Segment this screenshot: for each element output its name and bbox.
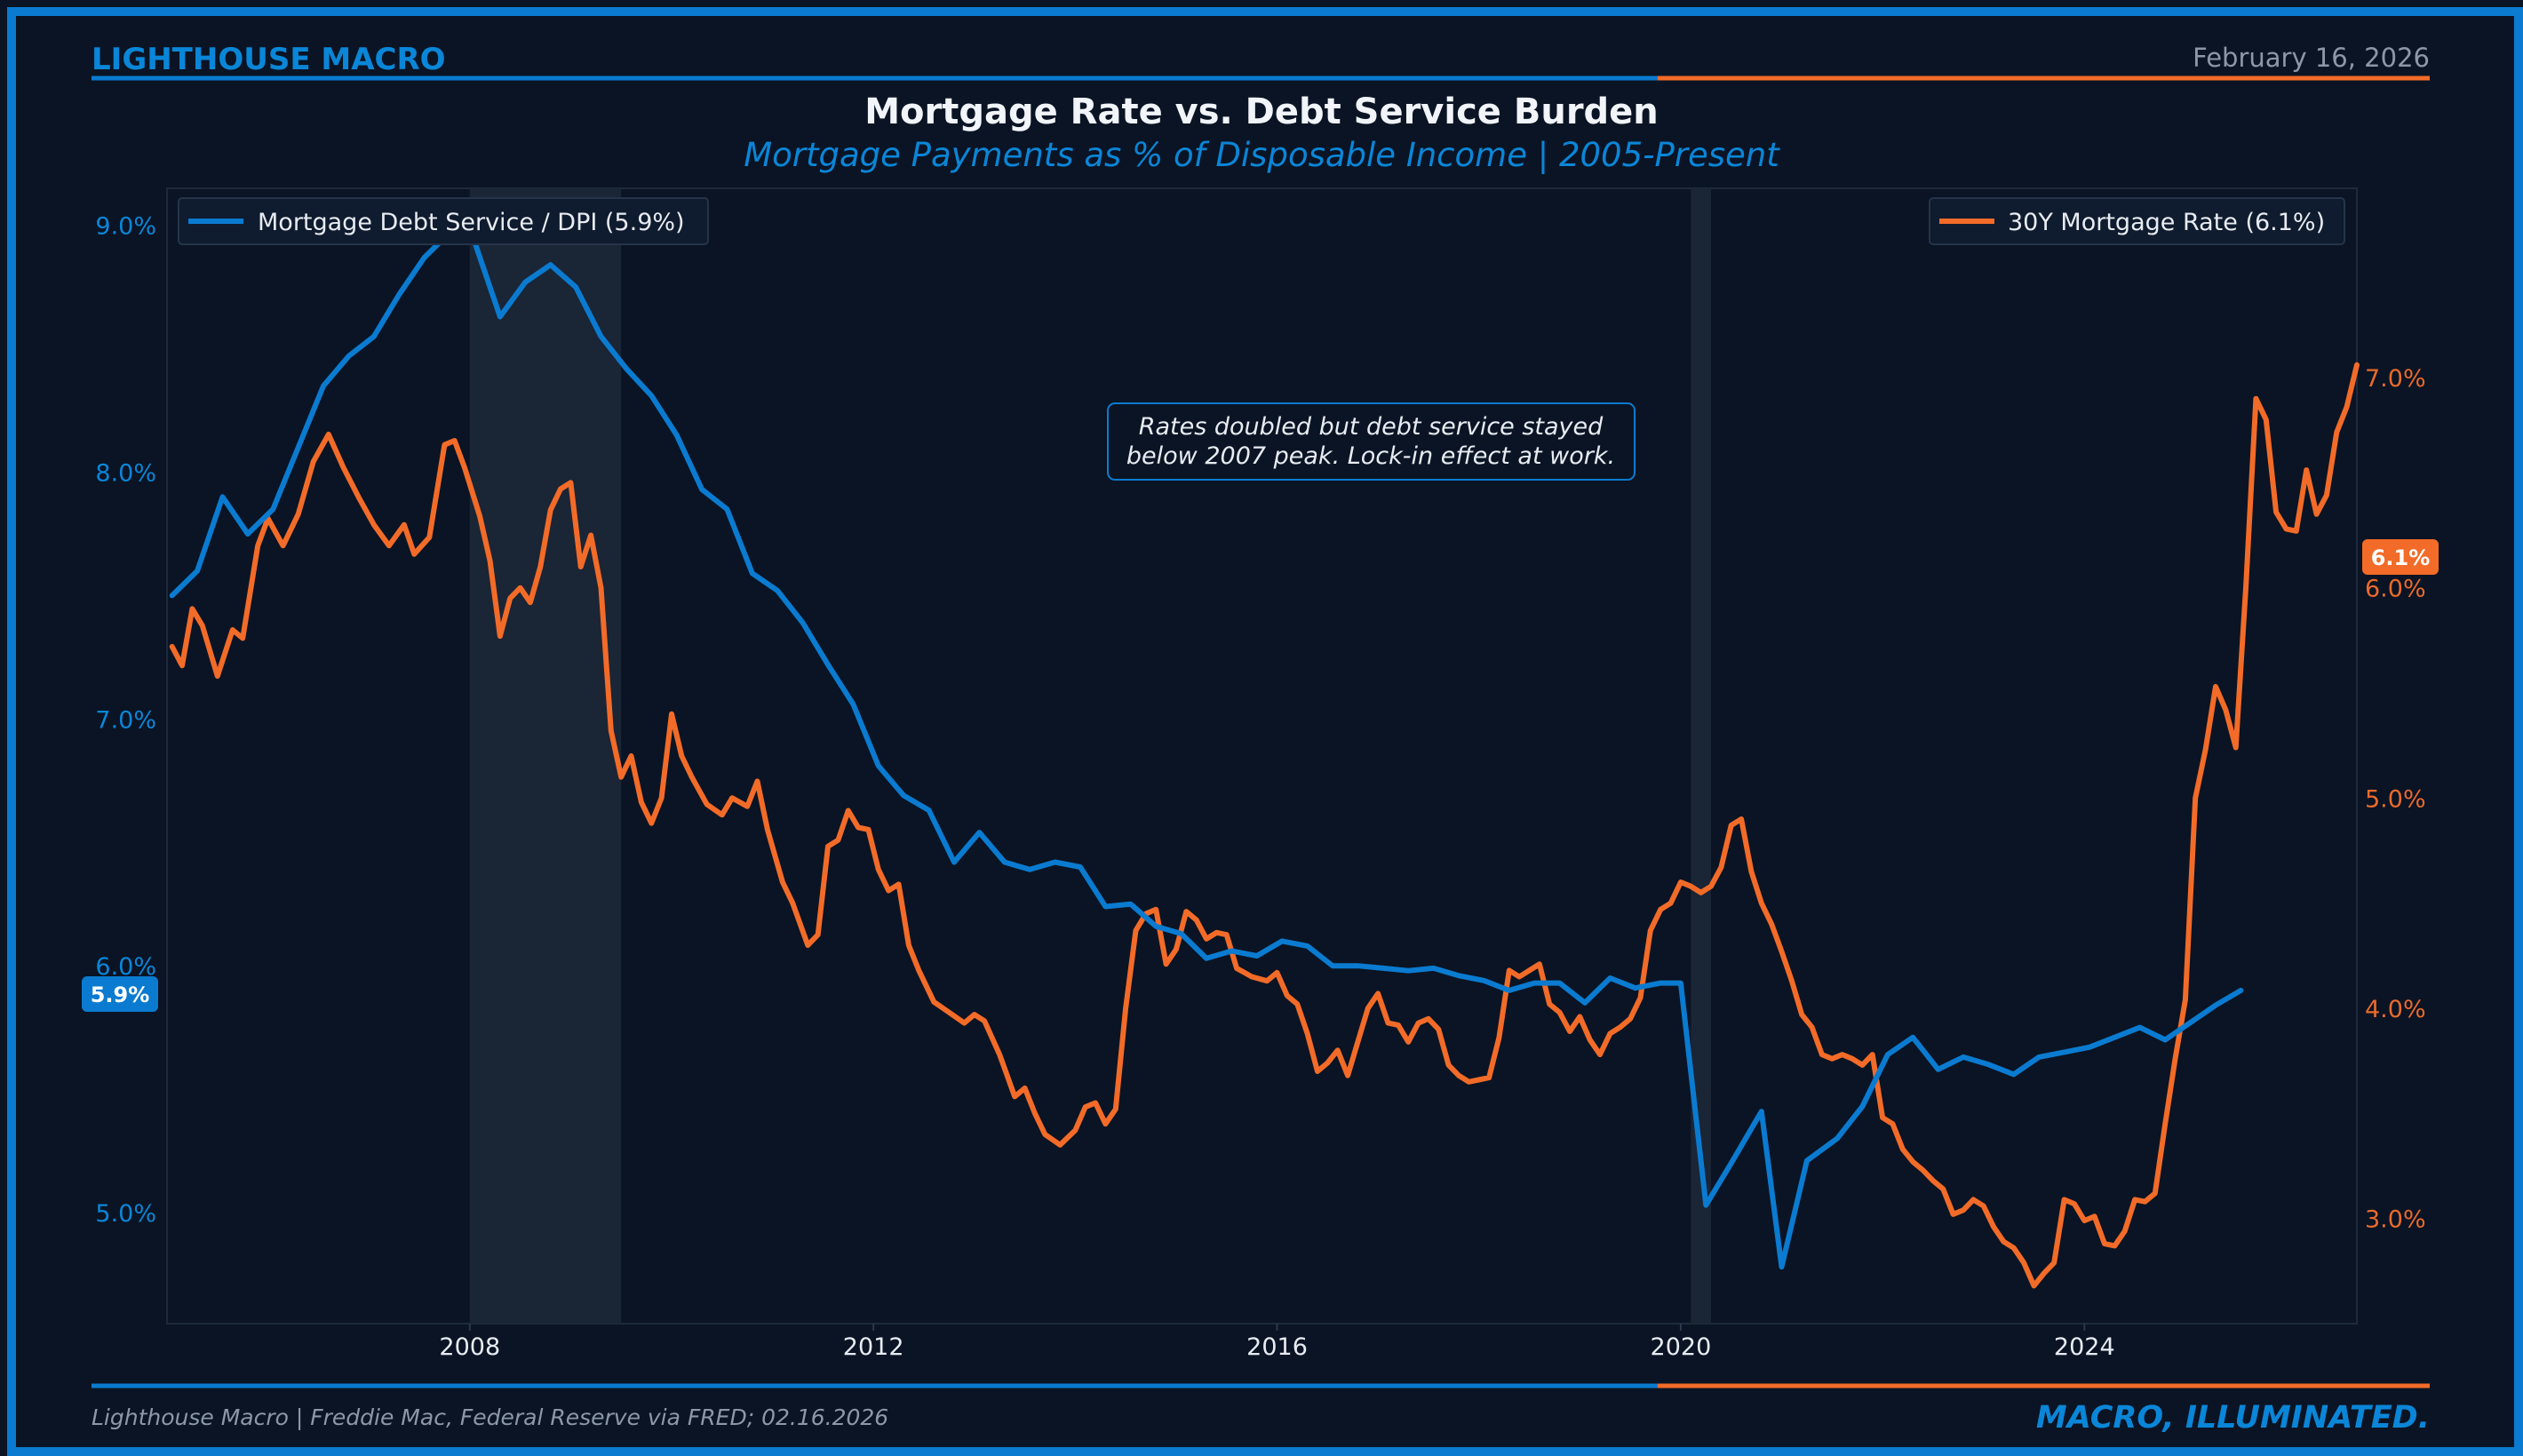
footer-source: Lighthouse Macro | Freddie Mac, Federal … [92,1404,888,1430]
series-line-debt-service [169,230,2244,1270]
badge-mortgage-rate-bg [2362,539,2439,575]
y-right-tick-label: 3.0% [2365,1206,2426,1234]
header-date: February 16, 2026 [2193,43,2430,73]
legend-left-box [178,197,709,245]
x-tick-label: 2012 [843,1333,904,1361]
annotation-box [1107,402,1636,481]
series-line-mortgage-rate [169,362,2360,1289]
badge-debt-service: 5.9% [82,976,158,1012]
y-right-tick-label: 7.0% [2365,365,2426,393]
legend-right: 30Y Mortgage Rate (6.1%) [1929,197,2345,245]
annotation-line-2: below 2007 peak. Lock-in effect at work. [1126,442,1615,470]
x-tick-label: 2016 [1246,1333,1308,1361]
series-lines [169,230,2360,1289]
y-left-tick-label: 8.0% [95,460,156,488]
y-left-tick-label: 9.0% [95,213,156,241]
y-right-tick-label: 6.0% [2365,576,2426,603]
x-tick-label: 2008 [439,1333,500,1361]
y-left-tick-label: 5.0% [95,1200,156,1228]
badge-mortgage-rate-label: 6.1% [2371,545,2431,570]
recession-band-1 [469,188,622,1324]
recession-bands [469,188,1711,1324]
y-left-tick-label: 7.0% [95,706,156,734]
badge-mortgage-rate: 6.1% [2362,539,2439,575]
legend-right-box [1929,197,2345,245]
y-right-tick-label: 5.0% [2365,785,2426,813]
annotation-line-1: Rates doubled but debt service stayed [1139,413,1604,441]
x-tick-label: 2020 [1651,1333,1712,1361]
badge-debt-service-label: 5.9% [91,983,150,1007]
footer-tagline: MACRO, ILLUMINATED. [2036,1400,2430,1436]
x-tick-label: 2024 [2054,1333,2115,1361]
badge-debt-service-bg [82,976,158,1012]
brand-title: LIGHTHOUSE MACRO [92,42,446,77]
chart-subtitle: Mortgage Payments as % of Disposable Inc… [744,136,1780,174]
y-right-tick-label: 4.0% [2365,996,2426,1023]
annotation: Rates doubled but debt service stayed be… [1107,402,1636,481]
legend-left: Mortgage Debt Service / DPI (5.9%) [178,197,709,245]
legend-label-mortgage-rate: 30Y Mortgage Rate (6.1%) [2008,209,2325,236]
legend-label-debt-service: Mortgage Debt Service / DPI (5.9%) [258,209,685,236]
axes: 2008 2012 2016 2020 2024 5.0% 6.0% 7.0% 8.0% 9.0%… [95,213,2425,1361]
recession-band-2 [1691,188,1711,1324]
y-left-tick-label: 6.0% [95,953,156,981]
chart-title: Mortgage Rate vs. Debt Service Burden [864,91,1659,132]
